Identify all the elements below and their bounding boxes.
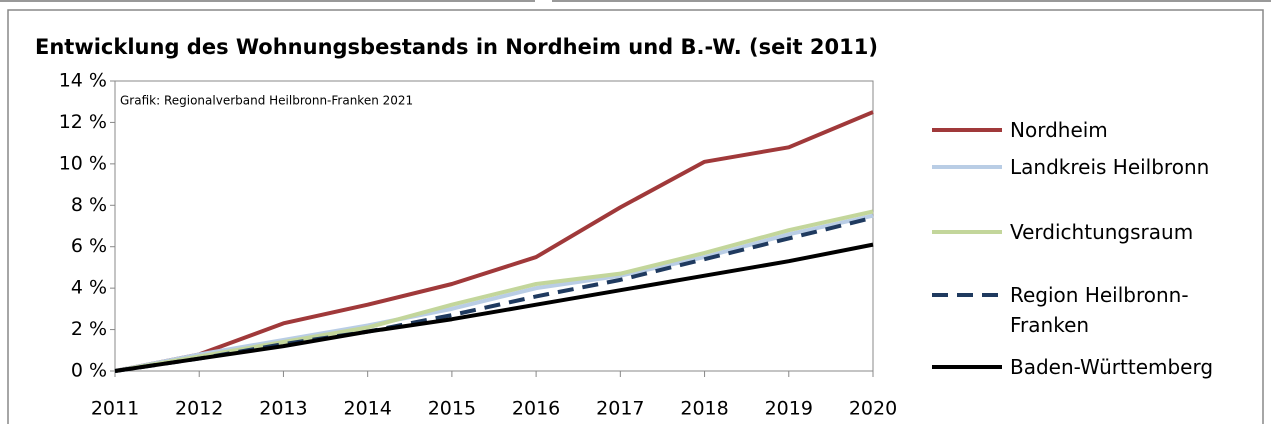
y-tick-label: 2 %	[71, 318, 107, 340]
legend-entry: Verdichtungsraum	[932, 217, 1235, 247]
y-tick-label: 12 %	[59, 111, 107, 133]
legend-label: Verdichtungsraum	[1010, 220, 1194, 244]
legend-swatch	[932, 165, 1002, 169]
legend-swatch	[932, 230, 1002, 234]
plot-area	[114, 80, 874, 372]
legend-label: Baden-Württemberg	[1010, 355, 1214, 379]
legend-swatch	[932, 293, 1002, 297]
series-line	[114, 209, 874, 373]
legend-entry: Nordheim	[932, 115, 1235, 145]
x-tick-label: 2018	[680, 398, 728, 420]
annotation: Grafik: Regionalverband Heilbronn-Franke…	[120, 94, 413, 108]
x-tick-label: 2012	[175, 398, 223, 420]
series-line	[114, 242, 874, 373]
x-tick-label: 2017	[596, 398, 644, 420]
y-tick-label: 10 %	[59, 152, 107, 174]
legend-entry: Baden-Württemberg	[932, 352, 1235, 382]
y-tick-label: 6 %	[71, 235, 107, 257]
legend-entry: Landkreis Heilbronn	[932, 152, 1235, 182]
legend-entry: Region Heilbronn-Franken	[932, 280, 1235, 340]
x-tick-label: 2014	[343, 398, 391, 420]
y-tick-label: 0 %	[71, 360, 107, 382]
series-line	[114, 110, 874, 373]
legend-label: Landkreis Heilbronn	[1010, 155, 1210, 179]
y-tick-label: 14 %	[59, 70, 107, 92]
series-line	[114, 213, 874, 373]
x-tick-label: 2020	[849, 398, 897, 420]
chart-title: Entwicklung des Wohnungsbestands in Nord…	[35, 35, 878, 59]
x-tick-label: 2015	[428, 398, 476, 420]
legend-swatch	[932, 365, 1002, 369]
legend-label: Region Heilbronn-Franken	[1010, 283, 1189, 337]
legend-label: Nordheim	[1010, 118, 1108, 142]
x-tick-label: 2013	[259, 398, 307, 420]
x-tick-label: 2011	[91, 398, 139, 420]
x-tick-label: 2016	[512, 398, 560, 420]
y-tick-label: 4 %	[71, 277, 107, 299]
legend-swatch	[932, 128, 1002, 132]
y-tick-label: 8 %	[71, 194, 107, 216]
x-tick-label: 2019	[765, 398, 813, 420]
